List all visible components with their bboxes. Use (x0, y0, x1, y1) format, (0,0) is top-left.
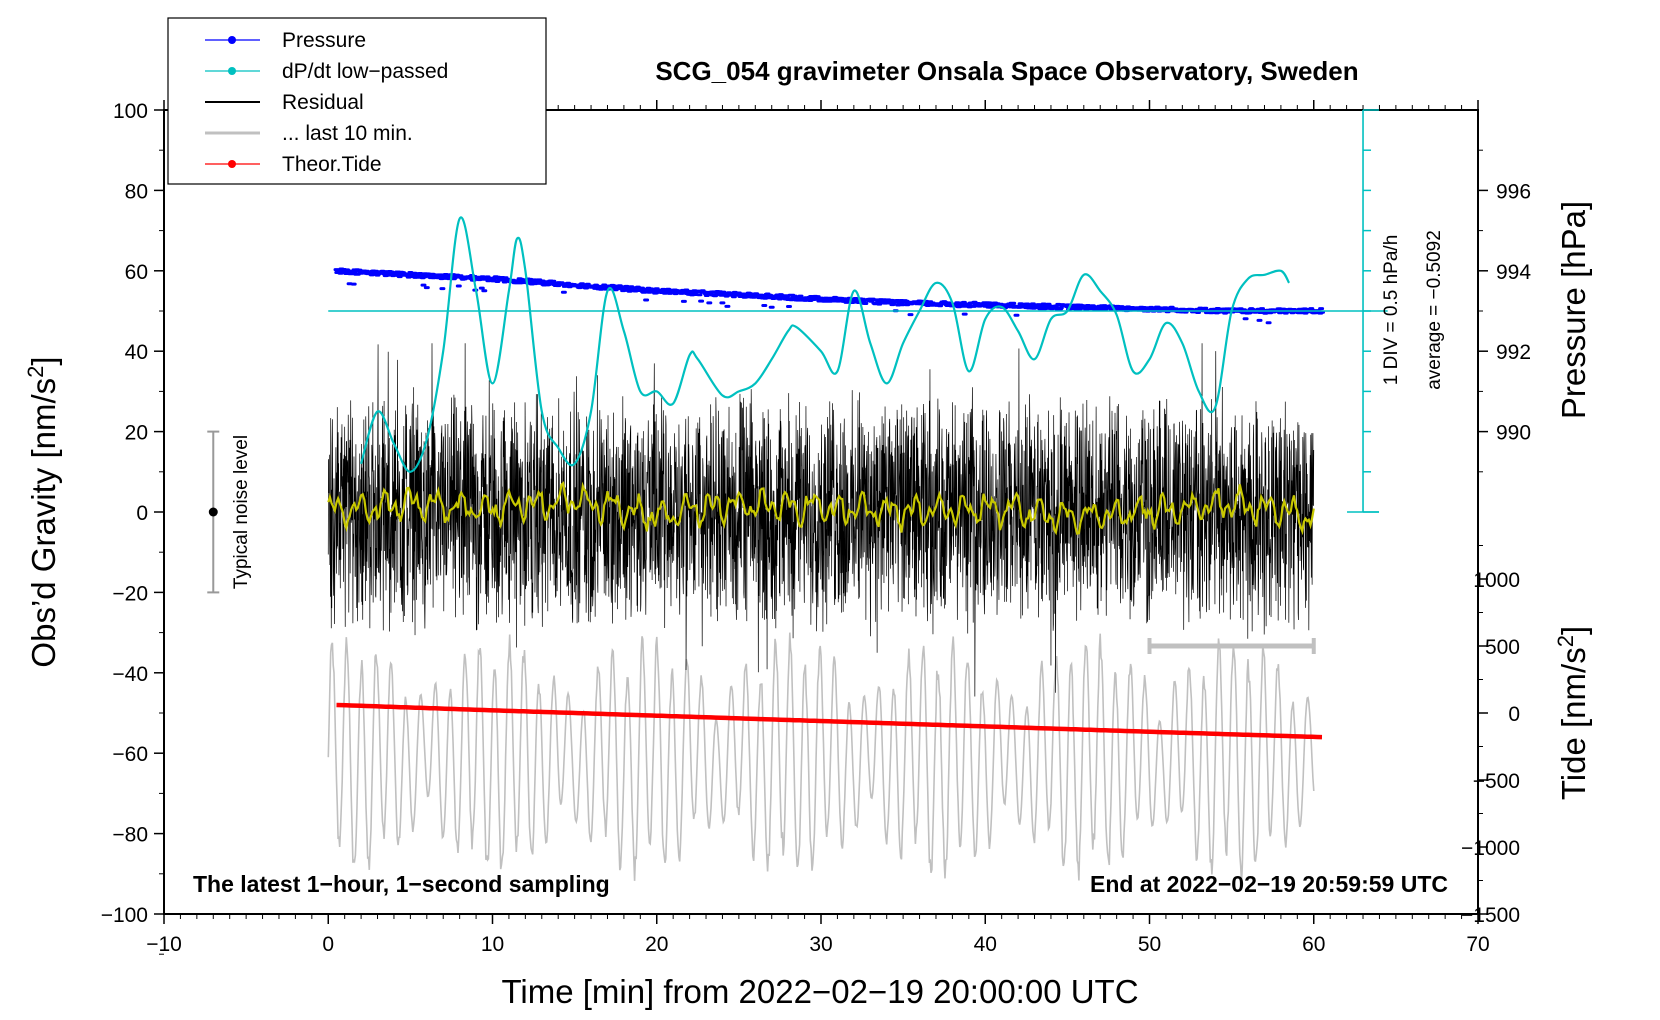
legend: Pressure dP/dt low−passed Residual ... last… (167, 17, 547, 185)
residual-line (327, 343, 1315, 697)
annotation-sampling: The latest 1−hour, 1−second sampling (193, 871, 610, 897)
last-10-min-line (327, 632, 1315, 884)
x-tick-label: 40 (974, 933, 997, 956)
y-left-tick-label: −80 (112, 824, 148, 847)
axes: −10 0 10 20 30 40 50 60 70100806040200−20−40−60−… (101, 100, 1531, 956)
legend-label: ... last 10 min. (282, 122, 413, 145)
legend-label: Residual (282, 91, 364, 114)
legend-label: dP/dt low−passed (282, 60, 448, 83)
legend-label: Theor.Tide (282, 153, 382, 176)
x-tick-label: 60 (1302, 933, 1325, 956)
y-left-tick-label: 60 (125, 261, 148, 284)
chart-extras (207, 109, 1388, 654)
noise-center-dot (208, 507, 218, 517)
x-tick-label: 50 (1138, 933, 1161, 956)
residual-series (327, 343, 1315, 697)
x-tick-label: 70 (1466, 933, 1489, 956)
pressure-series (333, 267, 1325, 325)
tide-tick-label: −1000 (1461, 837, 1520, 860)
pressure-tick-label: 990 (1496, 422, 1531, 445)
x-tick-label: 30 (809, 933, 832, 956)
y-left-tick-label: −60 (112, 743, 148, 766)
x-axis-title: Time [min] from 2022−02−19 20:00:00 UTC (501, 973, 1138, 1010)
theor-tide-line (336, 702, 1323, 740)
pressure-tick-label: 994 (1496, 261, 1531, 284)
x-tick-label: 20 (645, 933, 668, 956)
tide-tick-label: −500 (1473, 770, 1520, 793)
legend-swatch-marker (228, 160, 236, 168)
y-axis-tide-title: Tide [nm/s2] (1553, 626, 1592, 800)
theor-tide-series (336, 702, 1323, 740)
y-left-tick-label: 100 (113, 100, 148, 123)
y-left-tick-label: −100 (101, 904, 148, 927)
tide-tick-label: 500 (1485, 636, 1520, 659)
tide-tick-label: −1500 (1461, 904, 1520, 927)
legend-swatch-marker (228, 67, 236, 75)
pressure-tick-label: 992 (1496, 341, 1531, 364)
y-left-tick-label: 40 (125, 341, 148, 364)
tide-tick-label: 0 (1508, 703, 1520, 726)
last-10-min-series (327, 632, 1315, 884)
legend-label: Pressure (282, 29, 366, 52)
residual-smoothed-line (327, 481, 1315, 536)
x-tick-label: 0 (322, 933, 334, 956)
y-left-tick-label: −40 (112, 663, 148, 686)
dpdt-line (360, 216, 1291, 473)
tide-tick-label: 1000 (1473, 569, 1520, 592)
y-left-tick-label: 0 (136, 502, 148, 525)
y-left-tick-label: 20 (125, 422, 148, 445)
x-tick-label: −10 (146, 933, 182, 956)
pressure-points (333, 267, 1325, 325)
chart-title: SCG_054 gravimeter Onsala Space Observat… (655, 56, 1358, 86)
y-left-tick-label: −20 (112, 582, 148, 605)
pressure-tick-label: 996 (1496, 180, 1531, 203)
residual-smoothed-series (327, 481, 1315, 536)
y-left-tick-label: 80 (125, 180, 148, 203)
legend-swatch-marker (228, 36, 236, 44)
noise-level-label: Typical noise level (231, 435, 252, 589)
x-tick-label: 10 (481, 933, 504, 956)
annotation-end-time: End at 2022−02−19 20:59:59 UTC (1090, 871, 1448, 897)
y-axis-pressure-title: Pressure [hPa] (1555, 201, 1592, 419)
dpdt-series (360, 216, 1291, 473)
dpdt-average-label: average = −0.5092 (1424, 230, 1445, 390)
dpdt-div-label: 1 DIV = 0.5 hPa/h (1381, 235, 1402, 386)
y-axis-left-title: Obs’d Gravity [nm/s2] (23, 356, 62, 667)
